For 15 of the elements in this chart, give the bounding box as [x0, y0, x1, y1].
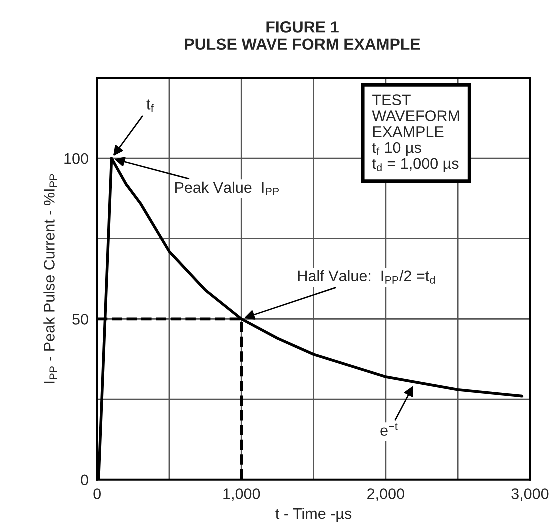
x-tick-label: 0: [94, 488, 101, 500]
x-tick-label: 2,000: [368, 488, 404, 502]
annotation: e$^{−t}$: [380, 423, 398, 436]
x-axis-title: t - Time -µs: [276, 508, 352, 522]
annotation: Half Value: I$_{PP}$/2 =t$_{d}$: [298, 270, 436, 284]
y-tick-label: 0: [81, 474, 88, 486]
x-tick-label: 1,000: [224, 488, 260, 502]
y-tick-label: 100: [64, 153, 88, 164]
chart-title: FIGURE 1 PULSE WAVE FORM EXAMPLE: [185, 22, 420, 50]
annotation: t$_{f}$: [146, 100, 154, 112]
text: TEST WAVEFORM EXAMPLE t$_{f}$ 10 µs t$_{d}$ = 1,000 µs: [372, 94, 460, 172]
x-tick-label: 3,000: [512, 488, 549, 502]
y-axis-title: I$_{PP}$ - Peak Pulse Current - %I$_{PP}$: [44, 174, 58, 384]
annotation: Peak Value I$_{PP}$: [176, 182, 279, 196]
y-tick-label: 50: [72, 314, 88, 325]
